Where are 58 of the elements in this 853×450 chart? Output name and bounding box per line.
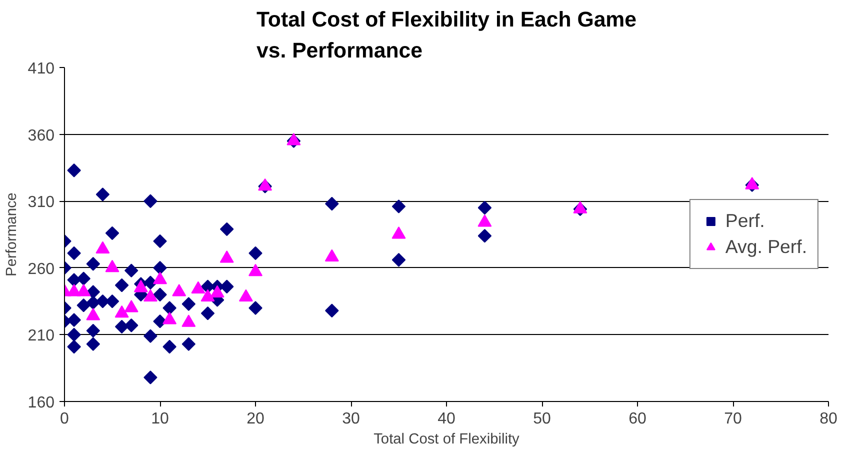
x-tick-label: 80 [820,410,838,428]
point [144,329,158,343]
point [67,340,81,354]
x-tick-label: 0 [60,410,70,428]
point [392,200,406,214]
y-tick-label: 410 [28,60,55,78]
point [67,246,81,260]
point [478,228,492,243]
point [182,337,196,351]
point [325,196,339,211]
point [67,328,81,342]
point [114,278,129,292]
legend-label: Perf. [725,210,765,232]
point [144,276,158,290]
x-tick-label: 30 [342,410,360,428]
y-axis-title: Performance [4,192,20,276]
point [153,234,167,248]
point [76,298,90,312]
point [248,301,262,315]
y-tick-label: 160 [28,394,55,412]
x-axis-title: Total Cost of Flexibility [374,432,520,448]
point [67,164,81,178]
y-tick-label: 360 [28,127,55,144]
point [144,194,158,208]
point [162,340,176,354]
x-tick-label: 10 [151,410,169,428]
point [220,222,234,236]
y-tick-label: 210 [28,328,55,345]
point [153,261,167,275]
point [162,301,176,315]
point [153,288,167,302]
point [124,318,138,332]
point [86,257,100,271]
point [248,246,262,260]
y-tick-label: 260 [28,260,55,278]
point [67,313,81,327]
x-tick-label: 20 [246,410,264,428]
point [86,324,100,338]
point [86,337,100,351]
point [392,253,406,267]
point [86,296,100,310]
point [200,306,215,320]
point [114,320,129,334]
point [144,370,158,384]
point [96,188,110,202]
point [478,200,492,215]
point [76,272,90,286]
point [182,297,196,311]
y-tick-label: 310 [28,194,55,212]
x-tick-label: 40 [438,410,456,428]
legend-label: Avg. Perf. [725,236,807,258]
x-tick-label: 50 [533,410,551,428]
point [124,264,138,278]
point [325,304,339,318]
chart-title: Total Cost of Flexibility in Each Game vs. Performance [256,7,637,62]
x-tick-label: 70 [724,410,742,428]
x-tick-label: 60 [628,410,646,428]
point [105,226,120,240]
